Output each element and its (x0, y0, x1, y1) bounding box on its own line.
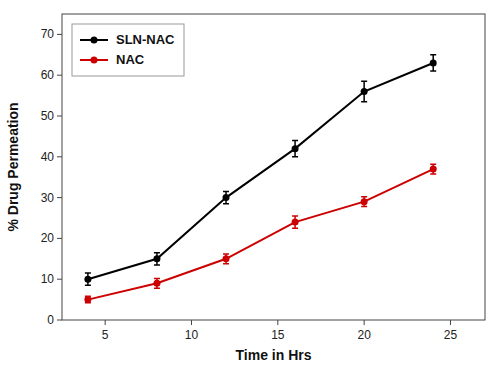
legend-label: SLN-NAC (116, 32, 175, 47)
marker (153, 255, 160, 262)
marker (223, 194, 230, 201)
line (88, 63, 433, 279)
error-bar (85, 296, 91, 303)
y-tick (57, 197, 62, 198)
y-tick-label: 20 (41, 231, 55, 245)
x-tick (191, 320, 192, 325)
x-tick (105, 320, 106, 325)
marker (223, 255, 230, 262)
marker (361, 88, 368, 95)
y-tick-label: 30 (41, 191, 55, 205)
error-bar (292, 216, 298, 228)
y-tick-label: 10 (41, 272, 55, 286)
marker (84, 296, 91, 303)
marker (292, 219, 299, 226)
y-tick-label: 60 (41, 68, 55, 82)
x-tick-label: 20 (357, 328, 371, 342)
y-tick-label: 70 (41, 27, 55, 41)
legend: SLN-NAC NAC (72, 24, 184, 76)
marker (84, 276, 91, 283)
error-bar (85, 273, 91, 285)
legend-marker (91, 37, 98, 44)
series (84, 55, 436, 286)
y-axis-label: % Drug Permeation (5, 102, 21, 231)
x-tick-label: 15 (271, 328, 285, 342)
y-tick-label: 40 (41, 150, 55, 164)
x-tick-label: 25 (444, 328, 458, 342)
y-tick (57, 156, 62, 157)
error-bar (154, 253, 160, 265)
y-tick (57, 279, 62, 280)
x-tick-label: 10 (185, 328, 199, 342)
y-tick (57, 75, 62, 76)
error-bar (361, 81, 367, 101)
error-bar (292, 140, 298, 156)
line (88, 169, 433, 300)
error-bar (154, 278, 160, 288)
y-tick (57, 34, 62, 35)
error-bar (430, 164, 436, 174)
y-tick (57, 320, 62, 321)
legend-label: NAC (116, 52, 145, 67)
marker (153, 280, 160, 287)
y-tick (57, 238, 62, 239)
marker (292, 145, 299, 152)
error-bar (361, 197, 367, 207)
y-tick (57, 116, 62, 117)
chart: 5 10 15 20 25 0 10 20 30 40 50 60 70 Time in Hrs % Dru… (0, 0, 500, 372)
marker (430, 166, 437, 173)
error-bar (430, 55, 436, 71)
y-tick-label: 0 (47, 313, 54, 327)
series (84, 164, 436, 303)
y-tick-label: 50 (41, 109, 55, 123)
marker (361, 198, 368, 205)
error-bar (223, 254, 229, 264)
x-tick (364, 320, 365, 325)
plot-area (84, 55, 436, 303)
x-tick (450, 320, 451, 325)
legend-box (72, 24, 184, 76)
marker (430, 59, 437, 66)
x-axis-label: Time in Hrs (236, 347, 312, 363)
plot-frame (62, 14, 485, 320)
x-tick (277, 320, 278, 325)
error-bar (223, 191, 229, 203)
legend-marker (91, 57, 98, 64)
x-tick-label: 5 (102, 328, 109, 342)
